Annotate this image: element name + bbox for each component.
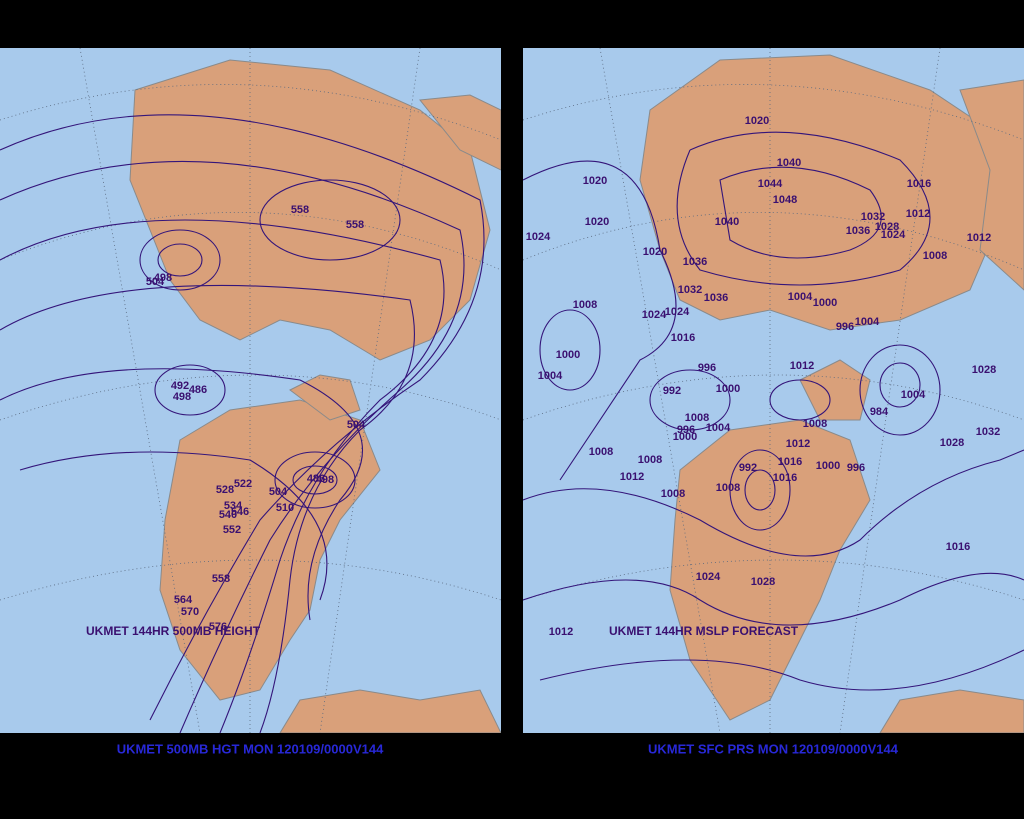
contour-label: 1016 [946, 541, 970, 553]
contour-label: 504 [269, 486, 288, 498]
contour-label: 504 [347, 419, 366, 431]
contour-label: 1024 [526, 231, 551, 243]
contour-label: 1020 [745, 115, 769, 127]
contour-label: 996 [836, 321, 854, 333]
contour-label: 504 [146, 276, 165, 288]
contour-label: 1048 [773, 194, 797, 206]
contour-label: 492 [171, 380, 189, 392]
contour-label: 1004 [855, 316, 880, 328]
contour-label: 1020 [643, 246, 667, 258]
contour-label: 984 [870, 406, 889, 418]
contour-label: 576 [209, 621, 227, 633]
map-label: UKMET 144HR 500MB HEIGHT [86, 624, 261, 638]
contour-label: 1004 [706, 422, 731, 434]
contour-label: 1008 [716, 482, 740, 494]
contour-label: 1000 [813, 297, 837, 309]
contour-label: 1012 [967, 232, 991, 244]
contour-label: 1000 [673, 431, 697, 443]
contour-label: 992 [739, 462, 757, 474]
contour-label: 996 [677, 424, 695, 436]
contour-label: 558 [291, 204, 309, 216]
contour-label: 546 [231, 506, 249, 518]
map-left [0, 48, 501, 733]
contour-label: 1000 [556, 349, 580, 361]
contour-label: 498 [173, 391, 191, 403]
contour-label: 1008 [923, 250, 947, 262]
contour-label: 1012 [786, 438, 810, 450]
contour-label: 1016 [671, 332, 695, 344]
contour-label: 522 [234, 478, 252, 490]
contour-label: 1012 [790, 360, 814, 372]
contour-label: 1012 [549, 626, 573, 638]
contour-label: 1036 [704, 292, 728, 304]
contour-label: 486 [189, 384, 207, 396]
contour-label: 1016 [907, 178, 931, 190]
contour-label: 1000 [816, 460, 840, 472]
map-right [523, 48, 1024, 733]
contour-label: 558 [346, 219, 364, 231]
contour-label: 992 [663, 385, 681, 397]
caption: UKMET 500MB HGT MON 120109/0000V144 [117, 741, 384, 756]
contour-label: 1032 [678, 284, 702, 296]
contour-label: 1004 [788, 291, 813, 303]
contour-label: 534 [224, 500, 243, 512]
contour-label: 486 [307, 473, 325, 485]
contour-label: 1040 [715, 216, 739, 228]
contour-label: 1020 [585, 216, 609, 228]
contour-label: 1024 [881, 229, 906, 241]
contour-label: 1008 [638, 454, 662, 466]
contour-label: 552 [223, 524, 241, 536]
contour-label: 1008 [661, 488, 685, 500]
contour-label: 1004 [538, 370, 563, 382]
contour-label: 1024 [665, 306, 690, 318]
contour-label: 570 [181, 606, 199, 618]
contour-label: 498 [154, 272, 172, 284]
contour-label: 996 [847, 462, 865, 474]
contour-label: 1020 [583, 175, 607, 187]
caption: UKMET SFC PRS MON 120109/0000V144 [648, 741, 899, 756]
contour-label: 1012 [620, 471, 644, 483]
contour-label: 1008 [803, 418, 827, 430]
contour-label: 1028 [940, 437, 964, 449]
contour-label: 1008 [685, 412, 709, 424]
map-label: UKMET 144HR MSLP FORECAST [609, 624, 799, 638]
contour-label: 498 [316, 474, 334, 486]
contour-label: 558 [212, 573, 230, 585]
contour-label: 1004 [901, 389, 926, 401]
contour-label: 1012 [906, 208, 930, 220]
contour-label: 1028 [875, 221, 899, 233]
contour-label: 1000 [716, 383, 740, 395]
contour-label: 1028 [972, 364, 996, 376]
contour-label: 1036 [683, 256, 707, 268]
contour-label: 510 [276, 502, 294, 514]
contour-label: 540 [219, 509, 237, 521]
contour-label: 1016 [773, 472, 797, 484]
contour-label: 1028 [751, 576, 775, 588]
contour-label: 1032 [861, 211, 885, 223]
contour-label: 1016 [778, 456, 802, 468]
contour-label: 1032 [976, 426, 1000, 438]
contour-label: 1008 [589, 446, 613, 458]
contour-label: 1036 [846, 225, 870, 237]
contour-label: 1044 [758, 178, 783, 190]
contour-label: 1040 [777, 157, 801, 169]
contour-label: 1024 [642, 309, 667, 321]
contour-label: 1008 [573, 299, 597, 311]
contour-label: 996 [698, 362, 716, 374]
contour-label: 564 [174, 594, 193, 606]
contour-label: 528 [216, 484, 234, 496]
contour-label: 1024 [696, 571, 721, 583]
